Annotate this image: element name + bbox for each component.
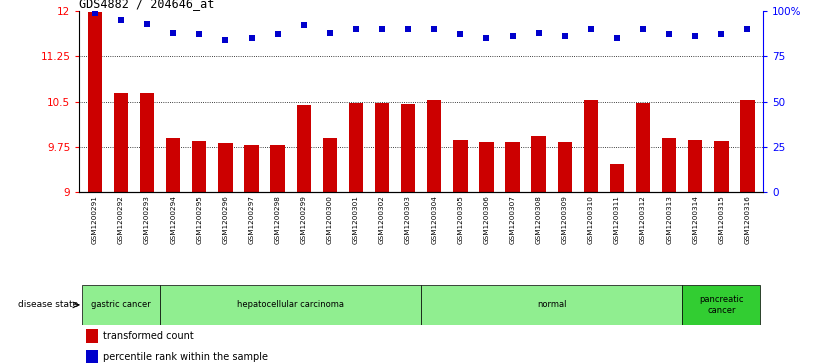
Text: GSM1200301: GSM1200301 bbox=[353, 195, 359, 244]
Bar bbox=[244, 145, 259, 192]
Point bbox=[662, 32, 676, 37]
Point bbox=[193, 32, 206, 37]
Bar bbox=[427, 101, 441, 192]
Text: GSM1200291: GSM1200291 bbox=[92, 195, 98, 244]
Bar bbox=[505, 142, 520, 192]
Bar bbox=[688, 140, 702, 192]
Point bbox=[558, 33, 571, 39]
Bar bbox=[584, 101, 598, 192]
Text: GSM1200297: GSM1200297 bbox=[249, 195, 254, 244]
Bar bbox=[662, 138, 676, 192]
Point bbox=[689, 33, 702, 39]
Point bbox=[401, 26, 414, 32]
Text: GSM1200315: GSM1200315 bbox=[718, 195, 725, 244]
Text: hepatocellular carcinoma: hepatocellular carcinoma bbox=[237, 301, 344, 309]
Bar bbox=[636, 103, 651, 192]
Bar bbox=[453, 140, 468, 192]
Bar bbox=[421, 285, 682, 325]
Bar bbox=[349, 103, 363, 192]
Text: GSM1200299: GSM1200299 bbox=[301, 195, 307, 244]
Text: GSM1200309: GSM1200309 bbox=[562, 195, 568, 244]
Point bbox=[480, 35, 493, 41]
Bar bbox=[160, 285, 421, 325]
Bar bbox=[682, 285, 761, 325]
Text: GSM1200314: GSM1200314 bbox=[692, 195, 698, 244]
Point bbox=[297, 23, 310, 28]
Text: GSM1200316: GSM1200316 bbox=[745, 195, 751, 244]
Text: gastric cancer: gastric cancer bbox=[91, 301, 151, 309]
Bar bbox=[166, 138, 180, 192]
Bar bbox=[86, 329, 98, 343]
Text: GSM1200303: GSM1200303 bbox=[405, 195, 411, 244]
Bar bbox=[140, 93, 154, 192]
Point bbox=[323, 30, 336, 36]
Bar bbox=[86, 350, 98, 363]
Point bbox=[140, 21, 153, 26]
Text: GSM1200302: GSM1200302 bbox=[379, 195, 385, 244]
Point bbox=[167, 30, 180, 36]
Text: GSM1200294: GSM1200294 bbox=[170, 195, 176, 244]
Point bbox=[532, 30, 545, 36]
Bar bbox=[88, 12, 102, 192]
Text: GSM1200313: GSM1200313 bbox=[666, 195, 672, 244]
Text: GSM1200312: GSM1200312 bbox=[640, 195, 646, 244]
Point bbox=[114, 17, 128, 23]
Point bbox=[636, 26, 650, 32]
Point bbox=[610, 35, 624, 41]
Bar bbox=[610, 164, 624, 192]
Bar bbox=[374, 103, 389, 192]
Point bbox=[245, 35, 259, 41]
Text: GSM1200306: GSM1200306 bbox=[484, 195, 490, 244]
Text: GSM1200308: GSM1200308 bbox=[535, 195, 541, 244]
Point bbox=[741, 26, 754, 32]
Bar bbox=[297, 105, 311, 192]
Text: normal: normal bbox=[537, 301, 566, 309]
Point bbox=[428, 26, 441, 32]
Point bbox=[271, 32, 284, 37]
Point bbox=[219, 37, 232, 43]
Text: transformed count: transformed count bbox=[103, 331, 194, 341]
Text: GSM1200295: GSM1200295 bbox=[196, 195, 203, 244]
Bar bbox=[401, 104, 415, 192]
Text: percentile rank within the sample: percentile rank within the sample bbox=[103, 352, 269, 362]
Point bbox=[349, 26, 363, 32]
Bar bbox=[741, 100, 755, 192]
Bar bbox=[270, 145, 284, 192]
Text: GSM1200305: GSM1200305 bbox=[457, 195, 464, 244]
Point bbox=[375, 26, 389, 32]
Bar bbox=[531, 136, 545, 192]
Text: GSM1200292: GSM1200292 bbox=[118, 195, 124, 244]
Bar bbox=[480, 142, 494, 192]
Bar bbox=[219, 143, 233, 192]
Text: GSM1200298: GSM1200298 bbox=[274, 195, 280, 244]
Point bbox=[506, 33, 520, 39]
Point bbox=[584, 26, 597, 32]
Text: GSM1200307: GSM1200307 bbox=[510, 195, 515, 244]
Bar bbox=[323, 138, 337, 192]
Bar bbox=[558, 142, 572, 192]
Text: GSM1200296: GSM1200296 bbox=[223, 195, 229, 244]
Text: GSM1200300: GSM1200300 bbox=[327, 195, 333, 244]
Text: GSM1200311: GSM1200311 bbox=[614, 195, 620, 244]
Bar bbox=[82, 285, 160, 325]
Point bbox=[454, 32, 467, 37]
Bar bbox=[113, 93, 128, 192]
Text: GSM1200293: GSM1200293 bbox=[144, 195, 150, 244]
Bar bbox=[714, 141, 729, 192]
Text: GSM1200310: GSM1200310 bbox=[588, 195, 594, 244]
Bar bbox=[192, 141, 207, 192]
Text: pancreatic
cancer: pancreatic cancer bbox=[699, 295, 744, 315]
Text: GSM1200304: GSM1200304 bbox=[431, 195, 437, 244]
Point bbox=[715, 32, 728, 37]
Text: GDS4882 / 204646_at: GDS4882 / 204646_at bbox=[79, 0, 214, 10]
Point bbox=[88, 10, 102, 16]
Text: disease state: disease state bbox=[18, 301, 78, 309]
